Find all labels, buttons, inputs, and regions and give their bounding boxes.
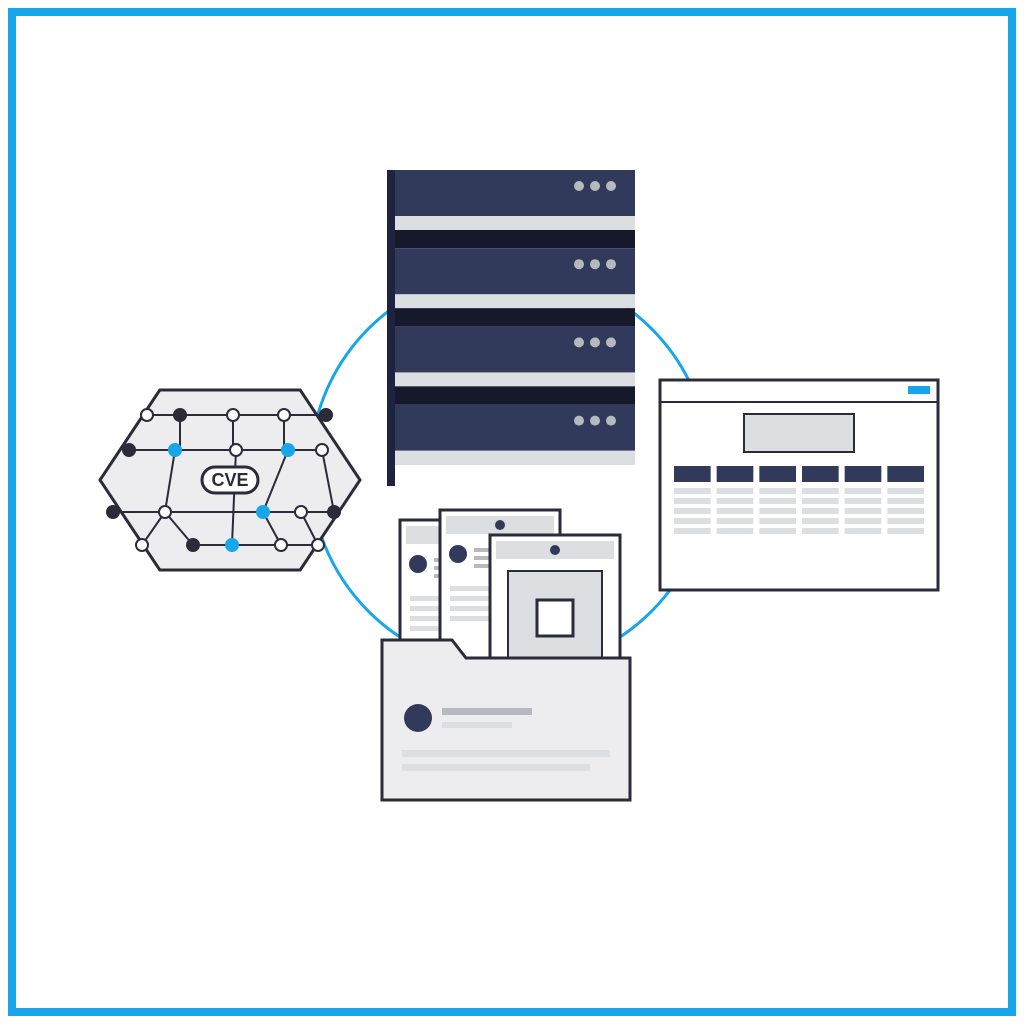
server-led-icon	[574, 181, 584, 191]
server-slot	[395, 451, 635, 465]
table-row	[802, 508, 839, 514]
server-led-icon	[590, 181, 600, 191]
table-row	[845, 488, 882, 494]
cve-node	[227, 409, 239, 421]
document-dot-icon	[550, 545, 560, 555]
folder-line	[442, 708, 532, 715]
server-led-icon	[590, 416, 600, 426]
server-led-icon	[606, 416, 616, 426]
folder-line	[402, 750, 610, 757]
table-row	[759, 518, 796, 524]
server-gap	[395, 230, 635, 248]
cve-node	[275, 539, 287, 551]
folder-avatar-icon	[404, 704, 432, 732]
table-col-header	[759, 466, 796, 482]
table-row	[759, 488, 796, 494]
folder-line	[402, 764, 590, 771]
cve-node	[320, 409, 332, 421]
cve-node	[136, 539, 148, 551]
table-col-header	[887, 466, 924, 482]
table-row	[887, 498, 924, 504]
table-row	[717, 528, 754, 534]
server-led-icon	[606, 259, 616, 269]
cve-node	[187, 539, 199, 551]
table-row	[802, 518, 839, 524]
table-row	[845, 508, 882, 514]
cve-node	[257, 506, 269, 518]
table-row	[887, 488, 924, 494]
server-led-icon	[606, 181, 616, 191]
table-row	[802, 488, 839, 494]
cve-node	[278, 409, 290, 421]
table-row	[887, 508, 924, 514]
table-col-header	[674, 466, 711, 482]
table-row	[887, 528, 924, 534]
cve-node	[226, 539, 238, 551]
table-col-header	[717, 466, 754, 482]
table-row	[802, 498, 839, 504]
table-row	[717, 518, 754, 524]
server-slot	[395, 294, 635, 308]
folder-line	[442, 722, 512, 728]
table-row	[717, 488, 754, 494]
server-gap	[395, 386, 635, 404]
table-col-header	[845, 466, 882, 482]
infographic-canvas: CVE	[0, 0, 1024, 1024]
cve-node	[141, 409, 153, 421]
cve-node	[328, 506, 340, 518]
document-inner-square	[537, 600, 573, 636]
table-row	[717, 498, 754, 504]
server-led-icon	[574, 259, 584, 269]
table-row	[845, 528, 882, 534]
table-row	[887, 518, 924, 524]
document-avatar-icon	[449, 545, 467, 563]
server-led-icon	[590, 259, 600, 269]
table-row	[674, 498, 711, 504]
cve-node	[316, 444, 328, 456]
cve-node	[107, 506, 119, 518]
document-avatar-icon	[409, 555, 427, 573]
cve-node	[169, 444, 181, 456]
cve-label: CVE	[211, 470, 248, 490]
table-col-header	[802, 466, 839, 482]
table-row	[759, 498, 796, 504]
server-led-icon	[606, 337, 616, 347]
server-led-icon	[574, 416, 584, 426]
server-gap	[395, 308, 635, 326]
browser-accent-icon	[908, 386, 930, 394]
table-row	[759, 508, 796, 514]
table-row	[674, 508, 711, 514]
table-row	[759, 528, 796, 534]
server-slot	[395, 372, 635, 386]
server-slot	[395, 216, 635, 230]
table-row	[802, 528, 839, 534]
cve-node	[123, 444, 135, 456]
server-side	[387, 170, 395, 486]
document-dot-icon	[495, 520, 505, 530]
table-row	[717, 508, 754, 514]
table-row	[845, 518, 882, 524]
table-row	[674, 518, 711, 524]
cve-node	[312, 539, 324, 551]
cve-node	[295, 506, 307, 518]
cve-node	[159, 506, 171, 518]
table-row	[845, 498, 882, 504]
table-row	[674, 488, 711, 494]
cve-node	[282, 444, 294, 456]
server-led-icon	[574, 337, 584, 347]
cve-node	[230, 444, 242, 456]
browser-hero	[744, 414, 854, 452]
browser-window	[660, 380, 938, 590]
cve-node	[174, 409, 186, 421]
server-led-icon	[590, 337, 600, 347]
table-row	[674, 528, 711, 534]
